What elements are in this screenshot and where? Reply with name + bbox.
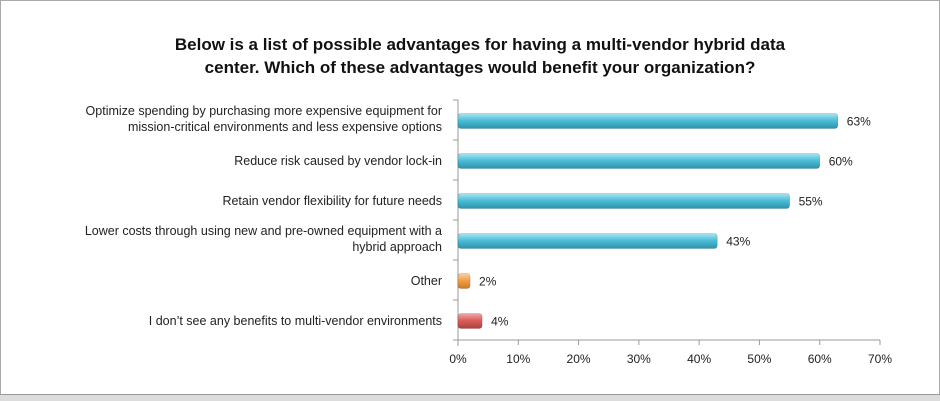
x-tick-label: 70% bbox=[868, 352, 892, 366]
bar bbox=[457, 193, 790, 209]
category-label: Optimize spending by purchasing more exp… bbox=[86, 104, 442, 118]
category-label: Reduce risk caused by vendor lock-in bbox=[234, 154, 442, 168]
bar-value-label: 43% bbox=[726, 235, 750, 249]
plot-area: 0% 10% 20% 30% 40% 50% 60% 70% 63% Optimize spend… bbox=[85, 99, 892, 366]
bar-value-label: 63% bbox=[847, 115, 871, 129]
bar-value-label: 2% bbox=[479, 275, 497, 289]
bar-value-label: 55% bbox=[799, 195, 823, 209]
x-tick-label: 30% bbox=[627, 352, 651, 366]
x-tick-label: 0% bbox=[449, 352, 467, 366]
category-label: Lower costs through using new and pre-ow… bbox=[85, 224, 442, 238]
bottom-strip bbox=[0, 394, 940, 401]
chart-title-line-1: Below is a list of possible advantages f… bbox=[174, 35, 786, 54]
bar bbox=[457, 273, 471, 289]
x-tick-label: 40% bbox=[687, 352, 711, 366]
chart-title-line-2: center. Which of these advantages would … bbox=[204, 58, 756, 77]
bar bbox=[457, 233, 718, 249]
x-tick-label: 50% bbox=[747, 352, 771, 366]
bar-value-label: 60% bbox=[829, 155, 853, 169]
x-tick-label: 10% bbox=[506, 352, 530, 366]
bar-value-label: 4% bbox=[491, 315, 509, 329]
x-tick-label: 60% bbox=[808, 352, 832, 366]
x-tick-label: 20% bbox=[567, 352, 591, 366]
category-label: hybrid approach bbox=[352, 240, 442, 254]
bar bbox=[457, 313, 483, 329]
category-label: Other bbox=[411, 274, 442, 288]
chart-title: Below is a list of possible advantages f… bbox=[100, 33, 860, 79]
bar bbox=[457, 153, 821, 169]
bar bbox=[457, 113, 839, 129]
category-label: mission-critical environments and less e… bbox=[128, 120, 442, 134]
category-label: Retain vendor flexibility for future nee… bbox=[222, 194, 442, 208]
category-label: I don’t see any benefits to multi-vendor… bbox=[149, 314, 442, 328]
